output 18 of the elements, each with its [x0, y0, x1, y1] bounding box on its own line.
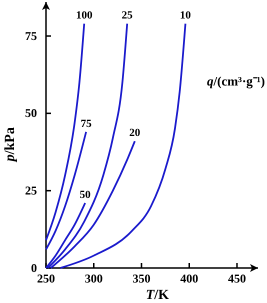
x-tick-label: 350 [132, 272, 150, 286]
x-tick-label: 300 [84, 272, 103, 286]
series-label: 20 [129, 127, 141, 140]
x-axis-title: T/K [146, 288, 170, 303]
x-tick-label: 400 [180, 272, 198, 286]
annotation: q/(cm³·g⁻¹) [207, 74, 265, 89]
series-label: 50 [80, 189, 92, 202]
series-label: 10 [180, 10, 192, 22]
y-tick-label: 25 [25, 184, 37, 198]
y-tick-label: 75 [25, 28, 37, 43]
x-tick-label: 450 [228, 272, 246, 286]
y-tick-label: 50 [25, 106, 37, 120]
series-label: 100 [76, 10, 93, 22]
series-label: 25 [122, 10, 134, 22]
y-tick-label: 0 [31, 260, 37, 275]
x-tick-label: 250 [37, 272, 55, 286]
y-axis-title: p/kPa [3, 127, 18, 162]
series-label: 75 [80, 118, 92, 130]
